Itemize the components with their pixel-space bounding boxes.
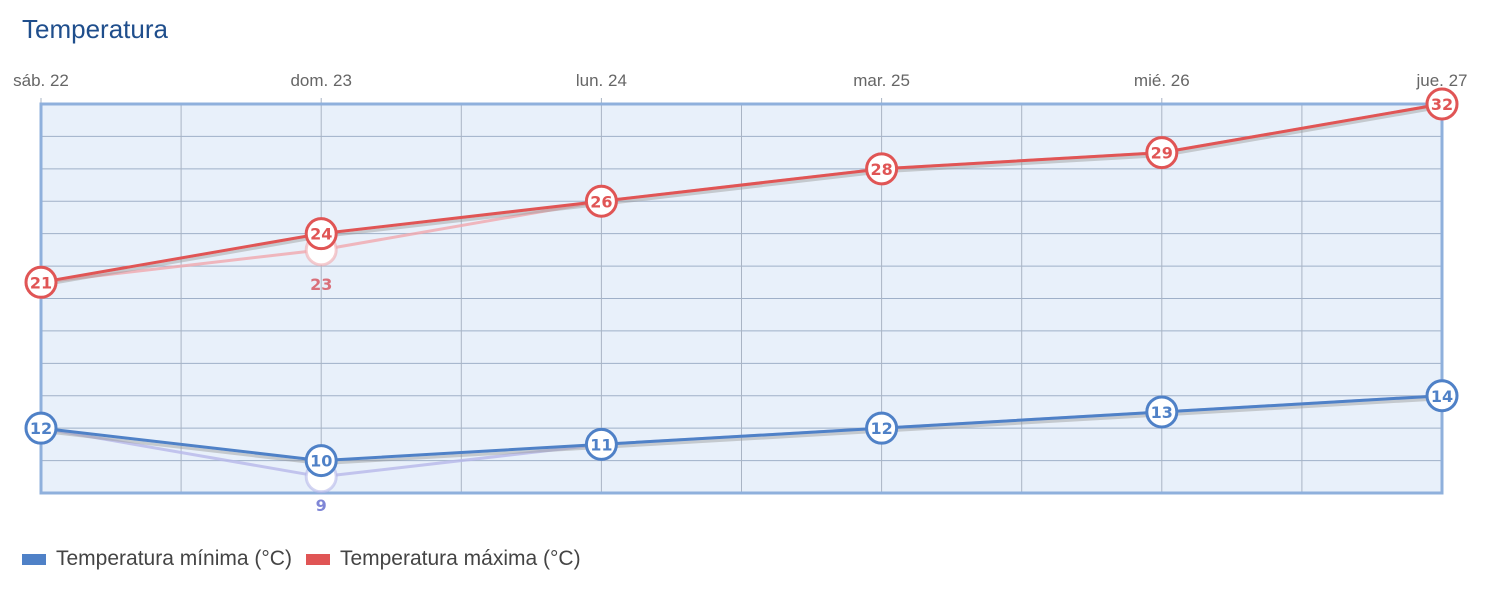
previous-data-label: 23 <box>310 275 332 294</box>
data-point-marker <box>24 265 58 299</box>
data-point-marker <box>1425 379 1459 413</box>
series-point: 10 <box>304 444 338 478</box>
data-point-marker <box>304 444 338 478</box>
x-tick-label: dom. 23 <box>290 71 351 90</box>
series-point: 28 <box>865 152 899 186</box>
data-label: 11 <box>590 435 612 454</box>
data-label: 24 <box>310 225 332 244</box>
series-point: 12 <box>24 411 58 445</box>
data-point-marker <box>1145 136 1179 170</box>
series-line <box>40 102 1443 284</box>
data-label: 32 <box>1431 95 1453 114</box>
series-point: 26 <box>584 184 618 218</box>
series-point: 21 <box>24 265 58 299</box>
data-point-marker <box>304 217 338 251</box>
data-point-marker <box>584 184 618 218</box>
data-label: 12 <box>870 419 892 438</box>
legend-swatch-min <box>22 553 46 565</box>
series-point: 12 <box>865 411 899 445</box>
series-point: 24 <box>304 217 338 251</box>
data-point-marker <box>865 152 899 186</box>
series-point: 14 <box>1425 379 1459 413</box>
data-label: 21 <box>30 273 52 292</box>
data-point-marker <box>1145 395 1179 429</box>
x-tick-label: mié. 26 <box>1134 71 1190 90</box>
previous-data-label: 9 <box>316 496 327 515</box>
series-line-shadow <box>40 397 1443 466</box>
legend-label-max: Temperatura máxima (°C) <box>339 547 581 570</box>
legend: Temperatura mínima (°C) Temperatura máxi… <box>22 547 581 571</box>
series-point: 11 <box>584 427 618 461</box>
data-point-marker <box>584 427 618 461</box>
data-label: 28 <box>870 160 892 179</box>
series-line-shadow <box>40 105 1443 287</box>
data-label: 13 <box>1151 403 1173 422</box>
legend-label-min: Temperatura mínima (°C) <box>56 547 292 570</box>
series-point: 13 <box>1145 395 1179 429</box>
series-point: 32 <box>1425 87 1459 121</box>
legend-item-max[interactable]: Temperatura máxima (°C) <box>305 547 581 571</box>
data-point-marker <box>24 411 58 445</box>
legend-swatch-max <box>305 553 330 565</box>
x-tick-label: jue. 27 <box>1415 71 1467 90</box>
data-point-marker <box>865 411 899 445</box>
data-label: 12 <box>30 419 52 438</box>
data-label: 26 <box>590 192 612 211</box>
legend-item-min[interactable]: Temperatura mínima (°C) <box>22 547 292 571</box>
data-point-marker <box>1425 87 1459 121</box>
chart-title: Temperatura <box>22 14 168 44</box>
x-tick-label: lun. 24 <box>576 71 627 90</box>
data-label: 10 <box>310 452 332 471</box>
x-tick-label: sáb. 22 <box>13 71 69 90</box>
data-label: 14 <box>1431 387 1453 406</box>
series-line <box>40 394 1443 463</box>
data-label: 29 <box>1151 144 1173 163</box>
x-tick-label: mar. 25 <box>853 71 910 90</box>
series-point: 29 <box>1145 136 1179 170</box>
